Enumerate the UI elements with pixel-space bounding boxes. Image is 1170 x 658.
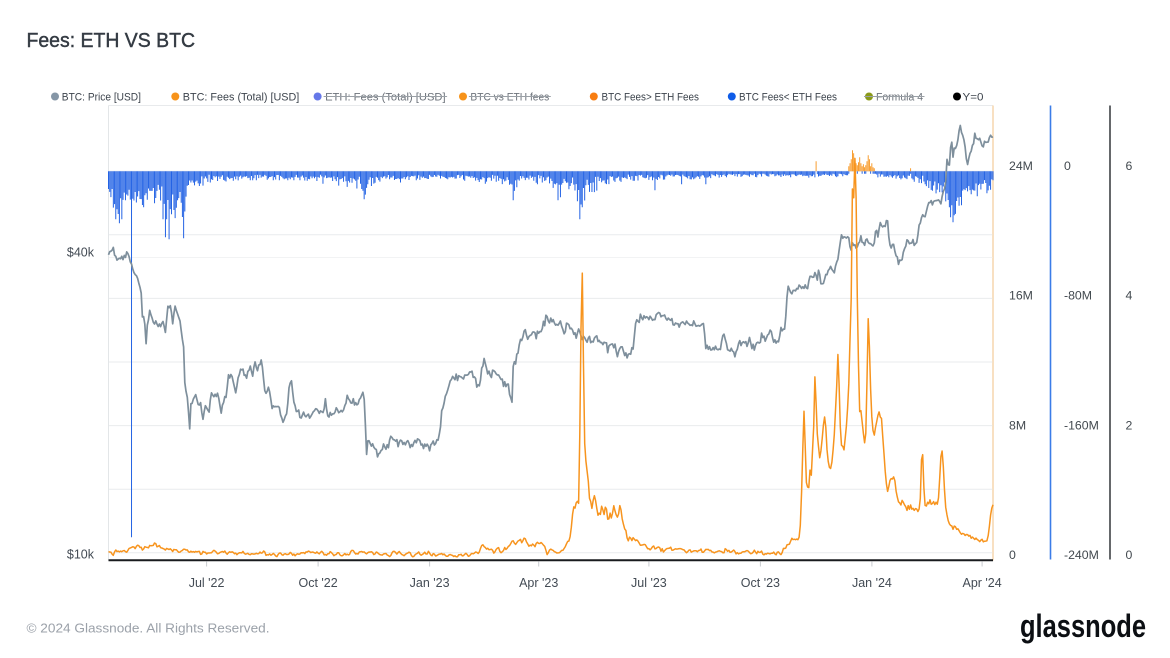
svg-text:BTC vs ETH fees: BTC vs ETH fees [470, 92, 549, 104]
svg-text:Jan '24: Jan '24 [852, 576, 892, 590]
svg-text:Fees: ETH VS BTC: Fees: ETH VS BTC [27, 29, 196, 52]
svg-text:-160M: -160M [1064, 419, 1099, 433]
svg-text:$40k: $40k [67, 246, 95, 260]
svg-text:2: 2 [1126, 419, 1133, 433]
svg-text:0: 0 [1064, 159, 1071, 173]
svg-text:Jan '23: Jan '23 [410, 576, 450, 590]
svg-text:Apr '24: Apr '24 [962, 576, 1001, 590]
svg-text:6: 6 [1126, 159, 1133, 173]
svg-text:16M: 16M [1009, 289, 1033, 303]
svg-text:© 2024 Glassnode. All Rights R: © 2024 Glassnode. All Rights Reserved. [27, 621, 270, 636]
svg-text:0: 0 [1009, 548, 1016, 562]
svg-text:Y=0: Y=0 [963, 92, 984, 104]
svg-text:BTC: Fees (Total) [USD]: BTC: Fees (Total) [USD] [183, 92, 299, 104]
svg-text:BTC: Price [USD]: BTC: Price [USD] [62, 92, 141, 104]
svg-text:$10k: $10k [67, 548, 95, 562]
svg-text:Oct '23: Oct '23 [741, 576, 780, 590]
svg-text:ETH: Fees (Total) [USD]: ETH: Fees (Total) [USD] [325, 92, 446, 104]
svg-text:24M: 24M [1009, 159, 1033, 173]
svg-text:Formula 4: Formula 4 [876, 92, 923, 104]
svg-text:-240M: -240M [1064, 548, 1099, 562]
svg-text:4: 4 [1126, 289, 1133, 303]
svg-text:8M: 8M [1009, 419, 1026, 433]
svg-text:BTC Fees> ETH Fees: BTC Fees> ETH Fees [602, 92, 700, 104]
svg-text:Oct '22: Oct '22 [298, 576, 337, 590]
svg-text:Jul '22: Jul '22 [189, 576, 225, 590]
svg-text:Apr '23: Apr '23 [519, 576, 558, 590]
svg-text:glassnode: glassnode [1020, 608, 1146, 644]
svg-text:0: 0 [1126, 548, 1133, 562]
svg-text:-80M: -80M [1064, 289, 1092, 303]
svg-text:BTC Fees< ETH Fees: BTC Fees< ETH Fees [739, 92, 837, 104]
svg-text:Jul '23: Jul '23 [631, 576, 667, 590]
